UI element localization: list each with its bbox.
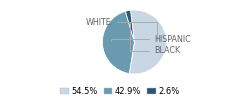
Wedge shape: [129, 10, 166, 74]
Text: WHITE: WHITE: [86, 18, 157, 40]
Wedge shape: [125, 10, 134, 42]
Wedge shape: [102, 11, 134, 74]
Text: HISPANIC: HISPANIC: [111, 35, 191, 44]
Legend: 54.5%, 42.9%, 2.6%: 54.5%, 42.9%, 2.6%: [60, 87, 180, 96]
Text: BLACK: BLACK: [130, 22, 180, 56]
